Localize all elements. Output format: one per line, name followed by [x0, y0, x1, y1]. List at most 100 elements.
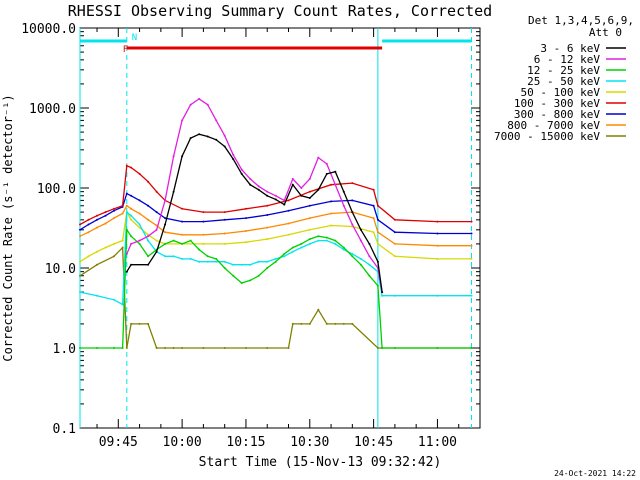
data-point — [113, 298, 115, 301]
data-point — [436, 347, 439, 349]
data-point — [470, 244, 473, 247]
legend-header-line: Det 1,3,4,5,6,9, — [528, 14, 634, 27]
data-point — [164, 347, 167, 349]
data-point — [283, 252, 286, 255]
data-point — [359, 263, 362, 266]
data-point — [325, 239, 328, 242]
data-point — [300, 187, 303, 189]
data-point — [202, 220, 205, 223]
data-point — [330, 183, 333, 186]
data-point — [138, 199, 141, 202]
data-point — [372, 231, 375, 234]
data-point — [79, 260, 81, 263]
data-point — [436, 232, 439, 235]
data-point — [147, 180, 150, 183]
data-point — [470, 232, 473, 235]
data-point — [232, 263, 235, 266]
data-point — [351, 199, 354, 202]
data-point — [223, 232, 226, 235]
data-point — [125, 228, 128, 231]
data-point — [138, 223, 141, 226]
data-point — [376, 242, 379, 245]
legend-label: 100 - 300 keV — [514, 97, 600, 110]
data-point — [381, 294, 384, 297]
data-point — [181, 233, 184, 236]
data-point — [274, 257, 277, 260]
data-point — [138, 226, 141, 229]
data-point — [164, 255, 167, 258]
data-point — [249, 279, 252, 282]
data-point — [232, 274, 235, 277]
data-point — [359, 239, 362, 242]
data-point — [351, 182, 354, 185]
data-point — [325, 172, 328, 175]
data-point — [393, 218, 396, 221]
data-point — [215, 257, 218, 260]
data-point — [334, 239, 337, 242]
data-point — [240, 168, 243, 171]
data-point — [96, 263, 98, 266]
data-point — [436, 257, 439, 260]
data-point — [266, 204, 269, 207]
data-point — [113, 347, 115, 349]
data-point — [130, 166, 133, 169]
data-point — [125, 252, 128, 255]
data-point — [125, 270, 128, 273]
data-point — [291, 322, 294, 325]
y-tick-label: 0.1 — [53, 422, 76, 437]
data-point — [300, 246, 303, 249]
data-point — [334, 322, 337, 325]
data-point — [198, 97, 201, 100]
data-point — [223, 218, 226, 221]
data-point — [113, 242, 115, 245]
y-tick-label: 1000.0 — [29, 102, 76, 117]
data-point — [181, 119, 184, 122]
data-point — [138, 242, 141, 245]
data-point — [113, 217, 115, 220]
chart-title: RHESSI Observing Summary Count Rates, Co… — [68, 2, 492, 20]
data-point — [283, 255, 286, 258]
data-point — [198, 260, 201, 263]
series-line — [79, 210, 472, 263]
data-point — [121, 204, 124, 207]
legend-label: 12 - 25 keV — [527, 64, 600, 77]
data-point — [330, 200, 333, 203]
data-point — [223, 267, 226, 269]
data-point — [121, 246, 124, 249]
data-point — [308, 177, 311, 180]
data-point — [372, 188, 375, 191]
data-point — [368, 274, 371, 277]
series-line — [79, 164, 472, 226]
data-point — [325, 322, 328, 325]
data-point — [125, 211, 128, 214]
data-point — [283, 199, 286, 202]
data-point — [147, 322, 150, 325]
data-point — [470, 257, 473, 260]
data-point — [223, 211, 226, 214]
data-point — [291, 177, 294, 180]
data-point — [351, 252, 354, 255]
data-point — [249, 177, 252, 180]
data-point — [125, 204, 128, 207]
data-point — [198, 248, 201, 251]
data-point — [206, 255, 209, 258]
data-point — [257, 188, 260, 191]
data-point — [172, 347, 175, 349]
data-point — [351, 211, 354, 214]
data-point — [240, 263, 243, 266]
data-point — [342, 204, 345, 207]
data-point — [172, 155, 175, 158]
data-point — [308, 322, 311, 325]
data-point — [130, 194, 133, 197]
series-line — [80, 227, 472, 349]
data-point — [87, 223, 90, 226]
y-axis-label: Corrected Count Rate (s⁻¹ detector⁻¹) — [1, 94, 15, 361]
data-point — [291, 250, 294, 253]
data-point — [181, 155, 184, 158]
data-point — [266, 194, 269, 197]
data-point — [274, 194, 277, 197]
data-point — [202, 242, 205, 245]
data-point — [245, 347, 247, 349]
data-point — [351, 223, 354, 226]
data-point — [96, 250, 98, 253]
